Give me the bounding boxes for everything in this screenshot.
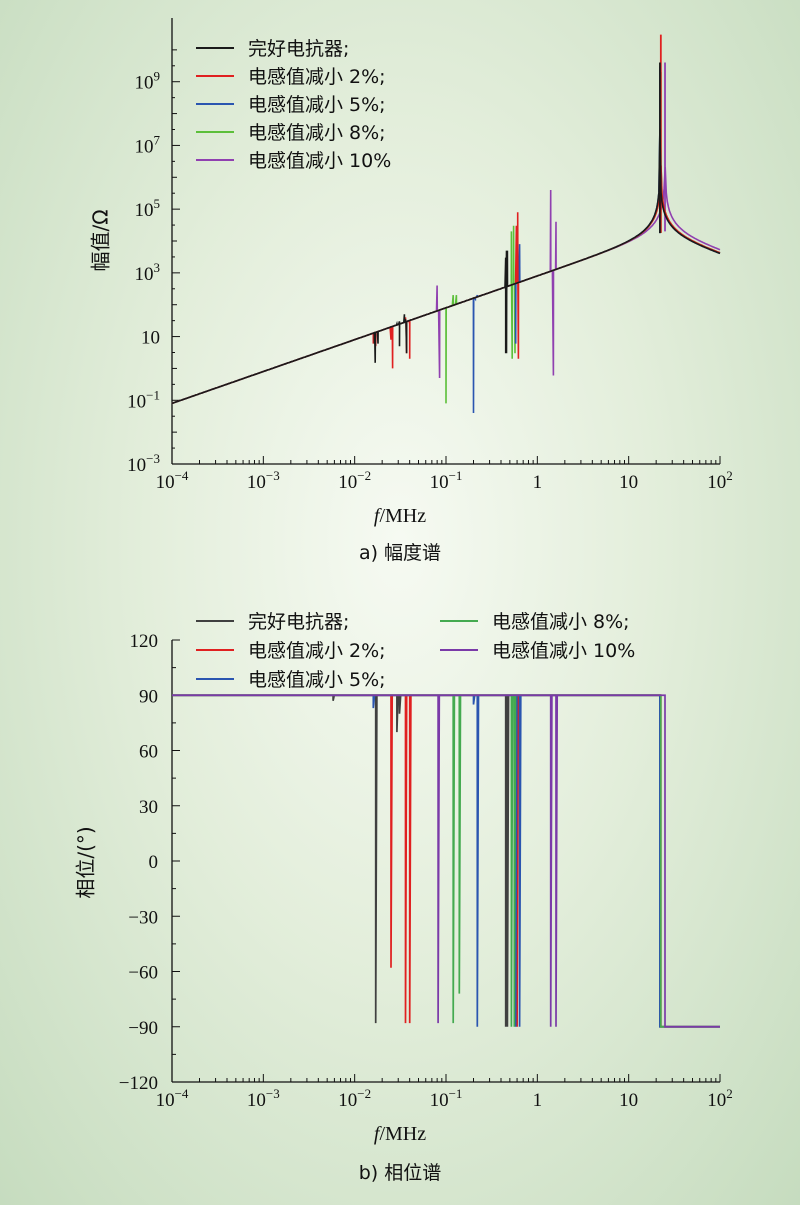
- legend-label: 电感值减小 10%: [492, 640, 636, 662]
- phase-series-line: [172, 694, 720, 1028]
- legend-a-item-4: 电感值减小 10%: [196, 146, 391, 173]
- legend-label: 电感值减小 8%;: [248, 122, 386, 144]
- phase-x-tick-label: 10−2: [338, 1086, 371, 1111]
- phase-x-tick-label: 10−3: [247, 1086, 280, 1111]
- phase-x-tick-label: 10: [619, 1090, 638, 1111]
- phase-y-tick-label: 0: [149, 852, 159, 873]
- phase-series-line: [172, 694, 720, 1028]
- phase-y-tick-label: 60: [139, 742, 158, 763]
- legend-swatch: [196, 102, 234, 105]
- legend-swatch: [196, 619, 234, 622]
- phase-y-tick-label: −30: [128, 907, 158, 928]
- legend-label: 电感值减小 5%;: [248, 669, 386, 691]
- magnitude-x-tick-label: 10: [619, 472, 638, 493]
- magnitude-x-tick-label: 1: [533, 472, 543, 493]
- legend-b-item-0: 完好电抗器;: [196, 607, 349, 634]
- magnitude-caption: a) 幅度谱: [358, 542, 442, 564]
- phase-x-tick-label: 102: [707, 1086, 733, 1111]
- phase-x-tick-label: 10−4: [156, 1086, 189, 1111]
- magnitude-y-tick-label: 10−1: [127, 387, 160, 412]
- magnitude-chart: 10−4 10−3 10−2 10−1 1 10 10210−310−11010310510…: [127, 18, 733, 493]
- phase-y-tick-label: −120: [119, 1073, 158, 1094]
- legend-swatch: [196, 74, 234, 77]
- legend-swatch: [196, 46, 234, 49]
- phase-series-line: [172, 694, 720, 1028]
- phase-caption: b) 相位谱: [358, 1162, 442, 1184]
- legend-b-item-1: 电感值减小 2%;: [196, 636, 386, 663]
- legend-swatch: [440, 648, 478, 651]
- legend-label: 完好电抗器;: [248, 38, 350, 60]
- magnitude-y-axis-label: 幅值/Ω: [88, 209, 113, 272]
- phase-series-line: [172, 694, 720, 1028]
- magnitude-series-line: [171, 128, 721, 405]
- phase-y-axis-label: 相位/(°): [73, 826, 98, 899]
- legend-a-item-0: 完好电抗器;: [196, 34, 349, 61]
- phase-y-tick-label: 90: [139, 686, 158, 707]
- legend-a-item-1: 电感值减小 2%;: [196, 62, 386, 89]
- legend-b-item-2: 电感值减小 5%;: [196, 665, 386, 692]
- phase-y-tick-label: −60: [128, 963, 158, 984]
- legend-swatch: [196, 677, 234, 680]
- magnitude-y-tick-label: 10: [141, 328, 160, 349]
- phase-y-tick-label: 30: [139, 797, 158, 818]
- phase-x-tick-label: 10−1: [430, 1086, 463, 1111]
- phase-series-line: [172, 694, 720, 1028]
- legend-label: 电感值减小 2%;: [248, 66, 386, 88]
- phase-y-tick-label: −90: [128, 1018, 158, 1039]
- legend-b-item-4: 电感值减小 10%: [440, 636, 635, 663]
- legend-label: 电感值减小 5%;: [248, 94, 386, 116]
- legend-label: 电感值减小 8%;: [492, 611, 630, 633]
- legend-swatch: [440, 619, 478, 622]
- legend-a-item-2: 电感值减小 5%;: [196, 90, 386, 117]
- legend-b-item-3: 电感值减小 8%;: [440, 607, 630, 634]
- legend-swatch: [196, 158, 234, 161]
- phase-x-tick-label: 1: [533, 1090, 543, 1111]
- legend-a-item-3: 电感值减小 8%;: [196, 118, 386, 145]
- phase-x-axis-label: f/MHz: [373, 1123, 427, 1145]
- legend-swatch: [196, 648, 234, 651]
- phase-y-tick-label: 120: [130, 631, 159, 652]
- legend-swatch: [196, 130, 234, 133]
- magnitude-x-axis-label: f/MHz: [373, 505, 427, 527]
- legend-label: 电感值减小 10%: [248, 150, 392, 172]
- magnitude-y-tick-label: 105: [135, 196, 161, 221]
- legend-label: 完好电抗器;: [248, 611, 350, 633]
- legend-label: 电感值减小 2%;: [248, 640, 386, 662]
